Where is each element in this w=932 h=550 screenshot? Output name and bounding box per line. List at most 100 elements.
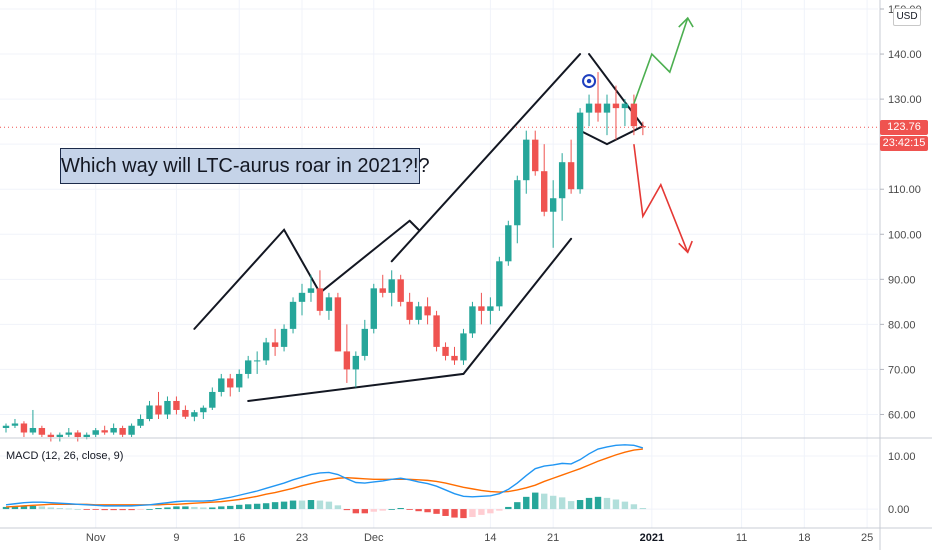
candle-body (487, 306, 494, 311)
candle-body (541, 171, 548, 212)
candle-body (227, 378, 234, 388)
price-tick-label: 90.00 (888, 274, 916, 286)
macd-histogram-bar (11, 506, 19, 510)
candle-body (630, 103, 638, 127)
macd-signal-line (5, 448, 643, 508)
macd-histogram-bar (352, 509, 360, 514)
candle-body (325, 297, 333, 311)
macd-histogram-bar (487, 509, 494, 514)
macd-histogram-bar (442, 509, 449, 516)
candle-body (549, 198, 557, 212)
currency-badge[interactable]: USD (893, 8, 921, 26)
price-tick-label: 60.00 (888, 409, 916, 421)
macd-histogram-bar (406, 509, 413, 510)
macd-histogram-bar (469, 509, 476, 518)
date-tick-label: 2021 (640, 532, 664, 544)
candle-body (469, 306, 476, 334)
price-tick-label: 70.00 (888, 364, 916, 376)
candle-body (334, 297, 342, 352)
macd-histogram-bar (361, 509, 368, 514)
candle-body (316, 288, 324, 311)
macd-histogram-bar (630, 504, 638, 510)
candle-body (29, 427, 37, 433)
candle-body (191, 412, 198, 417)
macd-histogram-bar (164, 507, 171, 510)
direction-arrows (633, 16, 694, 254)
candle-body (200, 407, 207, 413)
candle-body (379, 288, 386, 293)
candle-body (173, 400, 180, 410)
macd-histogram-bar (2, 506, 10, 510)
macd-histogram-bar (262, 503, 270, 510)
candle-body (397, 279, 404, 302)
candle-body (74, 432, 81, 437)
candle-body (361, 328, 368, 356)
candle-body (101, 430, 108, 433)
candle-body (164, 400, 171, 415)
date-tick-label: Nov (86, 532, 106, 544)
drawn-trendline (390, 53, 582, 263)
candle-body (594, 103, 602, 113)
macd-histogram-bar (56, 508, 64, 510)
macd-histogram-bar (424, 509, 431, 513)
macd-histogram-bar (200, 507, 207, 510)
candle-body (236, 373, 243, 388)
macd-histogram-bar (128, 509, 135, 511)
macd-histogram-bar (280, 501, 288, 510)
macd-histogram-bar (110, 509, 117, 511)
candle-body (478, 306, 485, 311)
date-tick-label: 14 (484, 532, 496, 544)
candle-body (442, 346, 449, 356)
candle-body (47, 434, 55, 437)
candle-body (505, 225, 512, 262)
date-tick-label: 9 (173, 532, 179, 544)
macd-tick-label: 0.00 (888, 504, 909, 516)
candle-body (343, 351, 351, 370)
bullish-arrowhead (678, 16, 694, 28)
candle-body (523, 139, 530, 181)
macd-histogram-bar (191, 506, 198, 510)
candle-body (182, 409, 189, 417)
macd-histogram-bar (74, 509, 81, 510)
macd-histogram-bar (227, 505, 234, 510)
candle-body (388, 279, 395, 293)
macd-histogram-bar (639, 508, 647, 510)
macd-histogram-bar (415, 509, 422, 512)
candle-body (424, 306, 431, 316)
candlestick-series (2, 72, 647, 442)
candle-body (119, 427, 126, 435)
macd-histogram-bar (137, 509, 144, 510)
macd-histogram-bar (218, 506, 225, 510)
macd-histogram-bar (585, 497, 593, 510)
macd-histogram-bar (496, 509, 503, 511)
candle-body (209, 391, 216, 408)
candle-body (38, 427, 46, 435)
macd-histogram-bar (236, 504, 243, 510)
macd-histogram-bar (146, 509, 153, 510)
macd-histogram-bar (397, 508, 404, 510)
candle-body (352, 355, 360, 370)
macd-histogram-bar (433, 509, 440, 514)
candle-body (433, 315, 440, 347)
candle-body (146, 405, 153, 419)
candle-body (128, 425, 135, 435)
drawn-trendlines (193, 53, 645, 402)
candle-body (621, 103, 629, 109)
date-tick-label: 11 (736, 532, 747, 544)
drawn-trendline (408, 219, 420, 231)
macd-histogram-bar (307, 500, 315, 510)
candle-body (92, 430, 99, 435)
annotation-text-box[interactable]: Which way will LTC-aurus roar in 2021?!? (60, 148, 430, 184)
date-tick-label: 18 (798, 532, 810, 544)
candle-body (2, 425, 10, 428)
macd-indicator-label[interactable]: MACD (12, 26, close, 9) (6, 450, 124, 462)
macd-histogram-bar (325, 501, 333, 510)
date-tick-label: 21 (547, 532, 559, 544)
price-tick-label: 80.00 (888, 319, 916, 331)
macd-histogram-bar (271, 502, 279, 510)
candle-body (289, 301, 297, 329)
bearish-arrowhead (678, 240, 693, 254)
macd-histogram-bar (316, 500, 324, 510)
macd-histogram-bar (334, 505, 342, 510)
